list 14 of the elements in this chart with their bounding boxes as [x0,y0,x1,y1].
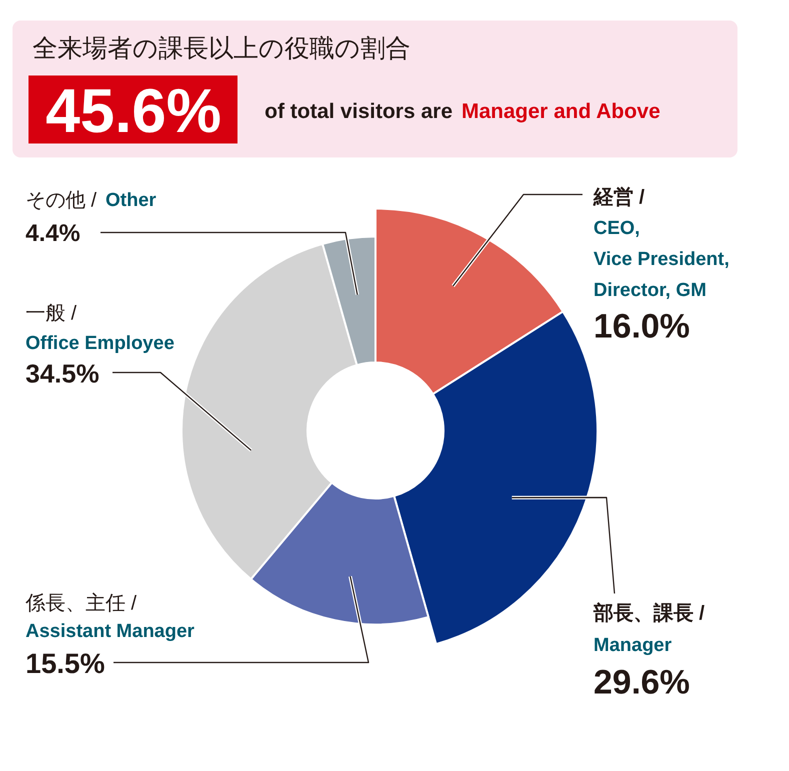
data-label: 16.0% [594,308,690,346]
text: of total visitors are [264,100,453,123]
slice-label: その他 / Other [26,190,157,212]
slice-label: 部長、課長 / Manager [592,602,706,656]
data-label: 29.6% [594,664,690,702]
text: Manager and Above [462,100,660,123]
chart-title: 全来場者の課長以上の役職の割合 [32,34,410,62]
slice-label: 係長、主任 / Assistant Manager [24,592,196,642]
data-label: 4.4% [26,220,80,247]
slice-label: 一般 / Office Employee [26,302,174,354]
slice-label: 経営 / CEO, Vice President, Director, GM [592,186,730,301]
data-label: 34.5% [26,358,100,388]
data-label: 15.5% [26,648,105,679]
text: 45.6% [46,77,222,146]
